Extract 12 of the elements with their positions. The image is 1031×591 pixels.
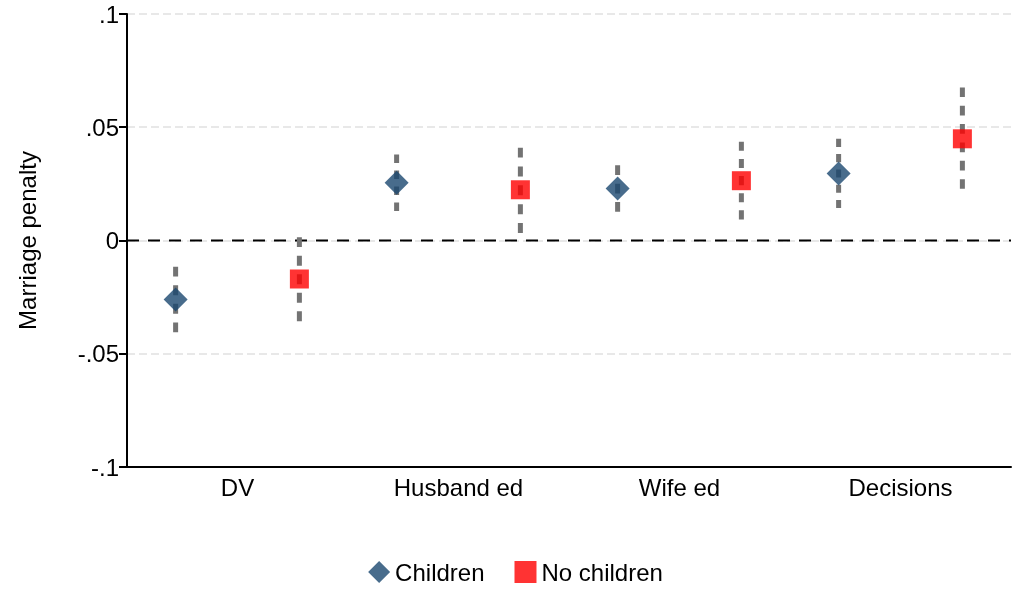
x-tick-label: Decisions (848, 473, 953, 501)
y-tick-label: .05 (85, 113, 119, 141)
y-tick-label: -.05 (77, 340, 119, 368)
y-tick-label: 0 (105, 227, 119, 254)
y-axis-title: Marriage penalty (13, 151, 41, 330)
y-tick-label: -.1 (90, 453, 119, 481)
y-tick-label: .1 (98, 0, 119, 28)
x-tick-label: Wife ed (638, 473, 721, 501)
legend-label: Children (395, 558, 485, 586)
legend-label: No children (541, 558, 663, 586)
x-tick-label: DV (220, 473, 255, 501)
x-tick-label: Husband ed (393, 473, 524, 501)
